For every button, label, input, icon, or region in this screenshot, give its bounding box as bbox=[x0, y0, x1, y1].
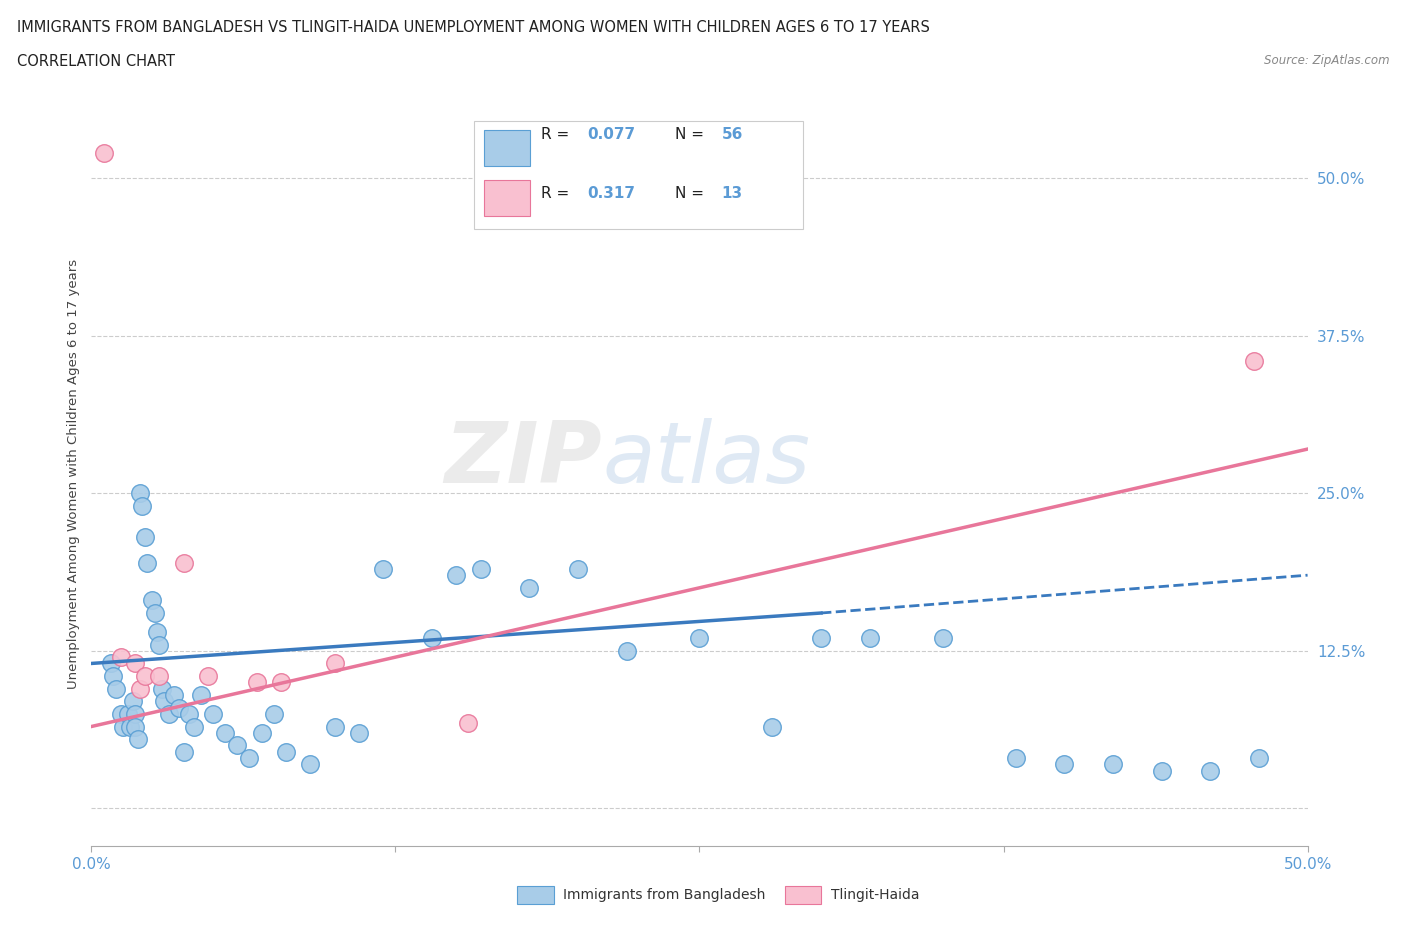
Point bbox=[157, 707, 180, 722]
Text: IMMIGRANTS FROM BANGLADESH VS TLINGIT-HAIDA UNEMPLOYMENT AMONG WOMEN WITH CHILDR: IMMIGRANTS FROM BANGLADESH VS TLINGIT-HA… bbox=[17, 20, 929, 35]
Point bbox=[129, 485, 152, 500]
Point bbox=[250, 725, 273, 740]
Point bbox=[347, 725, 370, 740]
Point bbox=[183, 719, 205, 734]
Point bbox=[148, 669, 170, 684]
Point bbox=[263, 707, 285, 722]
Text: CORRELATION CHART: CORRELATION CHART bbox=[17, 54, 174, 69]
Point bbox=[129, 682, 152, 697]
Point bbox=[1150, 764, 1173, 778]
Point bbox=[141, 593, 163, 608]
Text: R =: R = bbox=[541, 126, 575, 141]
Point bbox=[124, 707, 146, 722]
Point bbox=[457, 715, 479, 730]
Point bbox=[93, 145, 115, 160]
Point bbox=[761, 719, 783, 734]
Point bbox=[134, 669, 156, 684]
Point bbox=[444, 567, 467, 582]
Point bbox=[688, 631, 710, 645]
Text: ZIP: ZIP bbox=[444, 418, 602, 501]
Point bbox=[1102, 757, 1125, 772]
Text: Immigrants from Bangladesh: Immigrants from Bangladesh bbox=[564, 887, 766, 902]
Point bbox=[373, 562, 395, 577]
Point bbox=[567, 562, 589, 577]
Point bbox=[127, 732, 149, 747]
Text: N =: N = bbox=[675, 186, 714, 201]
Text: Tlingit-Haida: Tlingit-Haida bbox=[831, 887, 920, 902]
Text: Source: ZipAtlas.com: Source: ZipAtlas.com bbox=[1264, 54, 1389, 67]
Point bbox=[173, 555, 195, 570]
Point bbox=[238, 751, 260, 765]
Point bbox=[148, 637, 170, 652]
Text: 13: 13 bbox=[721, 186, 742, 201]
Point bbox=[246, 675, 269, 690]
Point bbox=[810, 631, 832, 645]
Point bbox=[111, 719, 134, 734]
Point bbox=[117, 707, 139, 722]
Point bbox=[134, 530, 156, 545]
Point bbox=[124, 656, 146, 671]
Point bbox=[146, 624, 169, 639]
Point bbox=[323, 656, 346, 671]
Point bbox=[103, 669, 125, 684]
Point bbox=[121, 694, 143, 709]
Text: 0.077: 0.077 bbox=[588, 126, 636, 141]
Point bbox=[100, 656, 122, 671]
Point bbox=[202, 707, 225, 722]
Point bbox=[150, 682, 173, 697]
Point bbox=[110, 707, 132, 722]
Point bbox=[124, 719, 146, 734]
Point bbox=[1243, 353, 1265, 368]
Y-axis label: Unemployment Among Women with Children Ages 6 to 17 years: Unemployment Among Women with Children A… bbox=[67, 259, 80, 689]
Point bbox=[120, 719, 142, 734]
Point bbox=[1247, 751, 1270, 765]
Point bbox=[153, 694, 176, 709]
Point bbox=[1053, 757, 1076, 772]
FancyBboxPatch shape bbox=[474, 121, 803, 229]
Point bbox=[177, 707, 200, 722]
Point bbox=[616, 644, 638, 658]
Text: R =: R = bbox=[541, 186, 579, 201]
Text: 56: 56 bbox=[721, 126, 742, 141]
Point bbox=[1004, 751, 1026, 765]
Point bbox=[173, 744, 195, 759]
Point bbox=[136, 555, 159, 570]
Point bbox=[470, 562, 492, 577]
Point bbox=[270, 675, 292, 690]
Text: N =: N = bbox=[675, 126, 709, 141]
Point bbox=[163, 687, 186, 702]
Point bbox=[1199, 764, 1222, 778]
FancyBboxPatch shape bbox=[484, 180, 530, 216]
Point bbox=[214, 725, 236, 740]
Point bbox=[143, 605, 166, 620]
Point bbox=[197, 669, 219, 684]
Point bbox=[299, 757, 322, 772]
Point bbox=[190, 687, 212, 702]
Point bbox=[104, 682, 127, 697]
Point bbox=[167, 700, 190, 715]
FancyBboxPatch shape bbox=[484, 130, 530, 166]
Point bbox=[931, 631, 953, 645]
Text: atlas: atlas bbox=[602, 418, 810, 501]
Point bbox=[517, 580, 540, 595]
Point bbox=[110, 650, 132, 665]
FancyBboxPatch shape bbox=[517, 885, 554, 904]
Point bbox=[323, 719, 346, 734]
Point bbox=[420, 631, 443, 645]
FancyBboxPatch shape bbox=[785, 885, 821, 904]
Point bbox=[274, 744, 297, 759]
Point bbox=[131, 498, 153, 513]
Point bbox=[226, 738, 249, 753]
Point bbox=[859, 631, 882, 645]
Text: 0.317: 0.317 bbox=[588, 186, 636, 201]
